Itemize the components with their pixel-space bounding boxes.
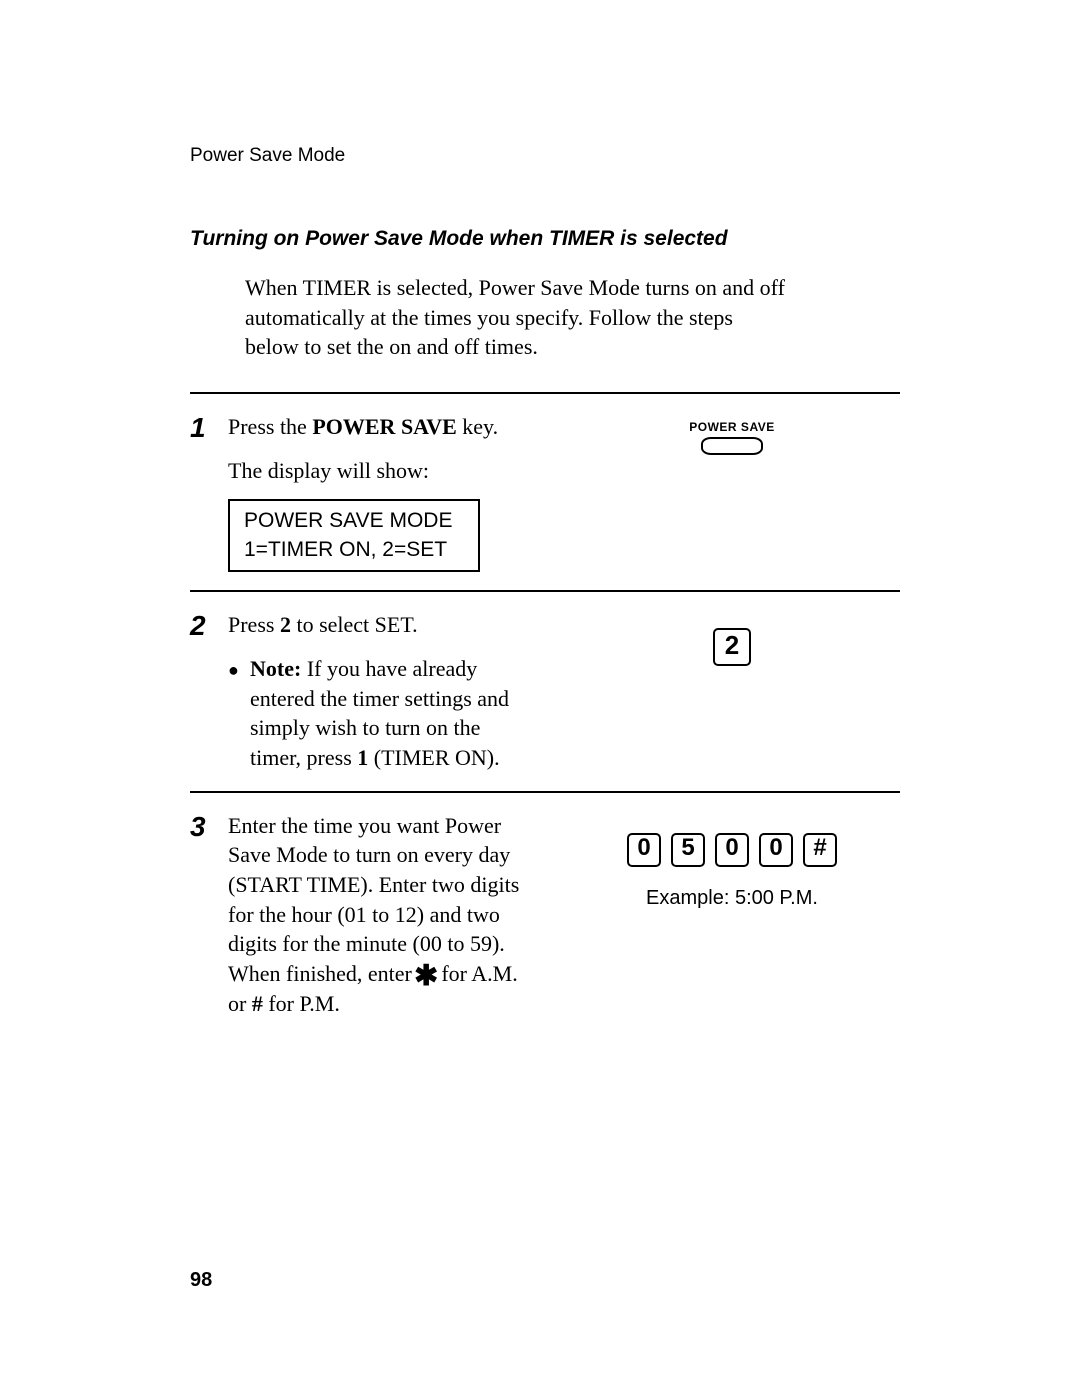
intro-paragraph: When TIMER is selected, Power Save Mode …	[245, 273, 785, 362]
step-number: 3	[190, 811, 228, 841]
note-text: Note: If you have already entered the ti…	[250, 654, 534, 773]
step-3: 3 Enter the time you want Power Save Mod…	[190, 811, 900, 1033]
step-line: Press 2 to select SET.	[228, 610, 534, 640]
display-line: POWER SAVE MODE	[244, 507, 464, 535]
keycap-0: 0	[715, 833, 749, 867]
text: Press	[228, 612, 280, 637]
keycap-0: 0	[759, 833, 793, 867]
text: for P.M.	[263, 991, 340, 1016]
step-line: Press the POWER SAVE key.	[228, 412, 534, 442]
step-graphic: 2	[534, 610, 900, 666]
manual-page: Power Save Mode Turning on Power Save Mo…	[0, 0, 1080, 1397]
step-body: Press 2 to select SET. ● Note: If you ha…	[228, 610, 534, 772]
step-number: 2	[190, 610, 228, 640]
keycap-0: 0	[627, 833, 661, 867]
note-label: Note:	[250, 656, 301, 681]
step-2: 2 Press 2 to select SET. ● Note: If you …	[190, 610, 900, 772]
divider	[190, 392, 900, 394]
key-digit: 2	[280, 612, 291, 637]
star-icon: ✱	[415, 957, 439, 996]
bullet-icon: ●	[228, 654, 250, 682]
note-bullet: ● Note: If you have already entered the …	[228, 654, 534, 773]
step-body: Enter the time you want Power Save Mode …	[228, 811, 534, 1033]
text: to select SET.	[291, 612, 418, 637]
hash-key: #	[252, 991, 263, 1016]
power-save-button-graphic: POWER SAVE	[689, 412, 774, 455]
text: Press the	[228, 414, 312, 439]
step-graphic: 0 5 0 0 # Example: 5:00 P.M.	[534, 811, 900, 910]
step-body: Press the POWER SAVE key. The display wi…	[228, 412, 534, 572]
step-line: The display will show:	[228, 456, 534, 486]
display-line: 1=TIMER ON, 2=SET	[244, 536, 464, 564]
divider	[190, 791, 900, 793]
step-number: 1	[190, 412, 228, 442]
example-label: Example: 5:00 P.M.	[646, 887, 818, 910]
step-graphic: POWER SAVE	[534, 412, 900, 455]
text: Enter the time you want Power Save Mode …	[228, 813, 519, 986]
key-name: POWER SAVE	[312, 414, 456, 439]
page-number: 98	[190, 1269, 212, 1292]
lcd-display: POWER SAVE MODE 1=TIMER ON, 2=SET	[228, 499, 480, 572]
section-title: Turning on Power Save Mode when TIMER is…	[190, 227, 900, 251]
step-line: Enter the time you want Power Save Mode …	[228, 811, 534, 1019]
keycap-2: 2	[713, 628, 751, 666]
keycap-5: 5	[671, 833, 705, 867]
step-1: 1 Press the POWER SAVE key. The display …	[190, 412, 900, 572]
divider	[190, 590, 900, 592]
oval-button-icon	[701, 437, 763, 455]
keycap-hash: #	[803, 833, 837, 867]
key-sequence: 0 5 0 0 #	[627, 833, 837, 867]
running-head: Power Save Mode	[190, 145, 900, 167]
text: (TIMER ON).	[368, 745, 499, 770]
key-digit: 1	[357, 745, 368, 770]
text: key.	[457, 414, 498, 439]
button-label: POWER SAVE	[689, 420, 774, 434]
